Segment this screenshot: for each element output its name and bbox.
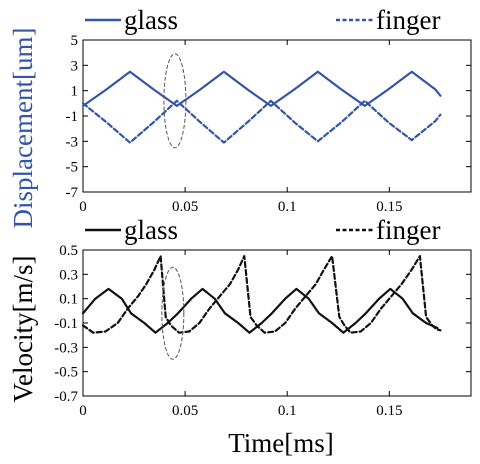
plot-frame xyxy=(82,249,472,397)
y-tick-label: 1 xyxy=(71,84,79,100)
y-tick-label: -0.3 xyxy=(54,340,78,356)
y-tick-label: 0.3 xyxy=(59,267,78,283)
legend-glass-label-top: glass xyxy=(124,5,178,35)
plot-frame xyxy=(82,39,472,193)
displacement-legend: glass finger xyxy=(85,5,440,35)
x-tick-label: 0 xyxy=(79,199,87,215)
displacement-plot: 5 3 1 -1 -3 -5 -70 0.05 0.1 0.15 xyxy=(66,33,472,215)
series-line-finger xyxy=(81,255,442,334)
y-tick-label: -0.5 xyxy=(54,365,78,381)
highlight-ellipse xyxy=(163,53,187,149)
legend-finger-label-bottom: finger xyxy=(376,215,440,245)
legend-finger-label-top: finger xyxy=(376,5,440,35)
x-tick-label: 0 xyxy=(79,403,87,419)
y-tick-label: -1 xyxy=(66,109,79,125)
x-tick-label: 0.15 xyxy=(376,403,402,419)
y-tick-label: 0.5 xyxy=(59,243,78,259)
legend-glass-label-bottom: glass xyxy=(124,215,178,245)
y-tick-label: 5 xyxy=(71,33,79,49)
x-tick-label: 0.1 xyxy=(278,199,297,215)
displacement-ylabel: Displacement[um] xyxy=(8,28,38,229)
series-line-glass xyxy=(81,287,439,334)
x-tick-label: 0.05 xyxy=(172,199,198,215)
y-tick-label: -3 xyxy=(66,134,79,150)
velocity-legend: glass finger xyxy=(85,215,440,245)
velocity-plot: 0.5 0.3 0.1 -0.1 -0.3 -0.5 -0.70 0.05 0.1 0.15 xyxy=(54,243,472,419)
y-tick-label: -0.7 xyxy=(54,389,78,405)
x-tick-label: 0.1 xyxy=(278,403,297,419)
x-tick-label: 0.15 xyxy=(376,199,402,215)
y-tick-label: 0.1 xyxy=(59,292,78,308)
y-tick-label: -7 xyxy=(66,185,79,201)
velocity-ylabel: Velocity[m/s] xyxy=(8,256,38,403)
x-tick-label: 0.05 xyxy=(172,403,198,419)
y-tick-label: -5 xyxy=(66,160,79,176)
series-line-finger xyxy=(81,99,442,144)
time-xlabel: Time[ms] xyxy=(228,428,334,458)
highlight-ellipse xyxy=(161,266,185,360)
series-line-glass xyxy=(81,70,442,108)
y-tick-label: -0.1 xyxy=(54,316,78,332)
y-tick-label: 3 xyxy=(71,58,79,74)
